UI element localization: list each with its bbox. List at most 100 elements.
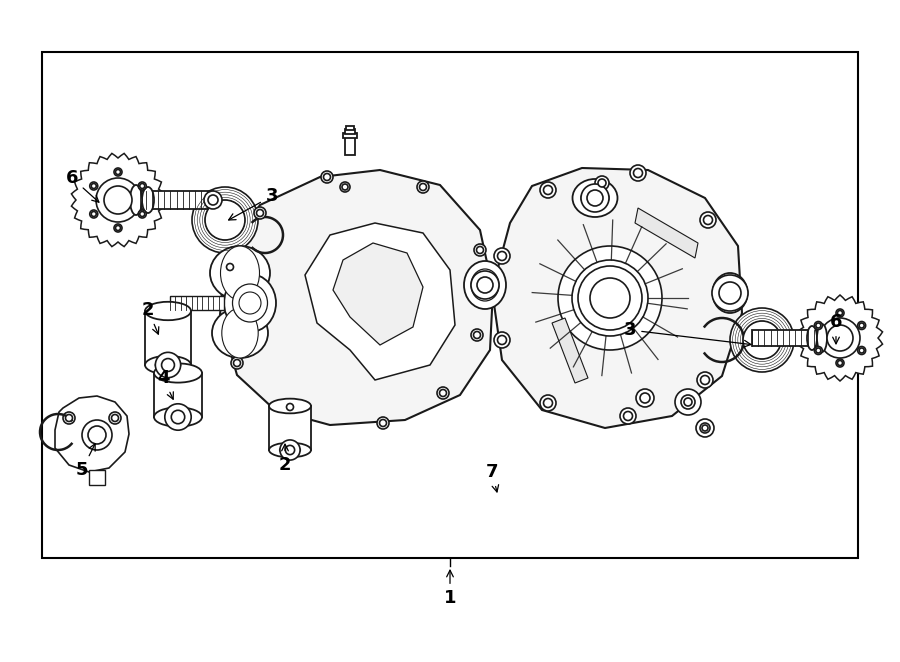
- Circle shape: [722, 290, 738, 306]
- Ellipse shape: [154, 407, 202, 426]
- Circle shape: [165, 404, 191, 430]
- Circle shape: [681, 395, 695, 409]
- Ellipse shape: [212, 308, 268, 358]
- Circle shape: [231, 357, 243, 369]
- Circle shape: [587, 190, 603, 206]
- Circle shape: [814, 346, 823, 354]
- Text: 1: 1: [444, 570, 456, 607]
- Circle shape: [540, 182, 556, 198]
- Circle shape: [498, 252, 507, 261]
- Ellipse shape: [572, 179, 617, 217]
- Bar: [140, 191, 213, 209]
- Bar: [269, 406, 311, 450]
- Ellipse shape: [142, 187, 154, 213]
- Circle shape: [838, 310, 842, 316]
- Circle shape: [838, 361, 842, 365]
- Circle shape: [590, 278, 630, 318]
- Text: 6: 6: [66, 169, 99, 202]
- Circle shape: [115, 226, 121, 230]
- Circle shape: [66, 414, 73, 422]
- Circle shape: [860, 348, 864, 353]
- Circle shape: [139, 210, 146, 218]
- Ellipse shape: [269, 443, 311, 457]
- Circle shape: [498, 336, 507, 344]
- Ellipse shape: [471, 269, 499, 301]
- Circle shape: [114, 168, 122, 176]
- Text: 6: 6: [830, 313, 842, 344]
- Polygon shape: [492, 168, 742, 428]
- Circle shape: [704, 216, 713, 224]
- Circle shape: [624, 412, 633, 420]
- Circle shape: [82, 420, 112, 450]
- Ellipse shape: [224, 274, 276, 332]
- Circle shape: [227, 263, 233, 271]
- Circle shape: [595, 176, 609, 190]
- Ellipse shape: [807, 326, 817, 350]
- Text: 2: 2: [279, 444, 292, 474]
- Polygon shape: [552, 318, 588, 383]
- Circle shape: [640, 393, 650, 403]
- Circle shape: [477, 277, 493, 293]
- Circle shape: [340, 182, 350, 192]
- Circle shape: [598, 179, 606, 187]
- Circle shape: [578, 266, 642, 330]
- Circle shape: [90, 210, 98, 218]
- Bar: [170, 296, 224, 310]
- Bar: [752, 330, 820, 346]
- Polygon shape: [55, 396, 129, 472]
- Ellipse shape: [145, 302, 191, 320]
- Circle shape: [171, 410, 184, 424]
- Circle shape: [730, 308, 794, 372]
- Ellipse shape: [220, 246, 259, 300]
- Ellipse shape: [713, 273, 748, 313]
- Circle shape: [836, 309, 844, 317]
- Bar: [42, 52, 858, 558]
- Circle shape: [743, 321, 781, 359]
- Ellipse shape: [156, 360, 181, 370]
- Circle shape: [494, 248, 510, 264]
- Circle shape: [284, 401, 296, 413]
- Circle shape: [286, 404, 293, 410]
- Circle shape: [109, 412, 121, 424]
- Circle shape: [323, 173, 330, 181]
- Circle shape: [162, 359, 175, 371]
- Circle shape: [104, 186, 132, 214]
- Circle shape: [156, 352, 181, 377]
- Polygon shape: [635, 208, 698, 258]
- Circle shape: [700, 212, 716, 228]
- Ellipse shape: [269, 399, 311, 413]
- Circle shape: [96, 178, 140, 222]
- Circle shape: [725, 293, 734, 303]
- Circle shape: [204, 191, 222, 209]
- Circle shape: [620, 408, 636, 424]
- Bar: [343, 133, 357, 138]
- Ellipse shape: [280, 446, 301, 453]
- Ellipse shape: [239, 292, 261, 314]
- Ellipse shape: [154, 363, 202, 383]
- Circle shape: [280, 440, 300, 460]
- Circle shape: [342, 184, 348, 190]
- Circle shape: [63, 412, 75, 424]
- Circle shape: [675, 389, 701, 415]
- Circle shape: [140, 211, 145, 216]
- Circle shape: [858, 346, 866, 354]
- Circle shape: [256, 209, 264, 216]
- Circle shape: [476, 246, 483, 254]
- Circle shape: [702, 425, 708, 431]
- Circle shape: [719, 282, 741, 304]
- Circle shape: [814, 322, 823, 330]
- Circle shape: [544, 399, 553, 408]
- Circle shape: [91, 211, 96, 216]
- Circle shape: [208, 195, 218, 205]
- Circle shape: [437, 387, 449, 399]
- Polygon shape: [220, 170, 493, 425]
- Text: 3: 3: [624, 321, 751, 347]
- Ellipse shape: [232, 284, 267, 322]
- Circle shape: [439, 389, 446, 397]
- Circle shape: [815, 348, 821, 353]
- Circle shape: [114, 224, 122, 232]
- Circle shape: [140, 183, 145, 189]
- Ellipse shape: [210, 246, 270, 300]
- Ellipse shape: [464, 261, 506, 309]
- Circle shape: [820, 318, 860, 358]
